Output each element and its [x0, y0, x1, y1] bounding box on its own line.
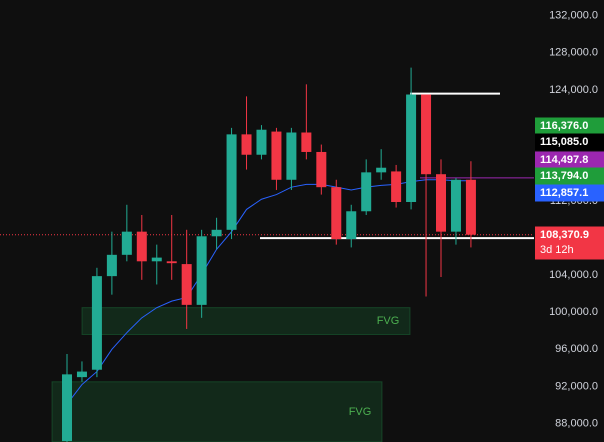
- price-label-bg: [535, 133, 604, 151]
- candle-body: [196, 236, 207, 305]
- candle-body: [226, 134, 237, 230]
- candle-body: [376, 167, 387, 173]
- y-tick-label: 88,000.0: [555, 417, 598, 429]
- candle-body: [316, 151, 327, 188]
- candle-body: [301, 132, 312, 152]
- fvg-zone: [81, 307, 411, 336]
- candle-body: [361, 172, 372, 212]
- y-tick-label: 92,000.0: [555, 380, 598, 392]
- countdown: 3d 12h: [540, 244, 574, 256]
- moving-average: [66, 179, 471, 405]
- candle-body: [91, 276, 102, 370]
- y-tick-label: 132,000.0: [549, 10, 598, 22]
- price-label: 108,370.9: [540, 229, 589, 241]
- candle-body: [106, 254, 117, 277]
- candle-body: [166, 261, 177, 264]
- candle-body: [346, 211, 357, 240]
- y-tick-label: 100,000.0: [549, 306, 598, 318]
- candle-body: [241, 134, 252, 155]
- y-tick-label: 104,000.0: [549, 269, 598, 281]
- price-label-bg: [535, 167, 604, 185]
- candle-body: [436, 174, 446, 232]
- candle-body: [286, 132, 297, 180]
- candle-body: [62, 374, 72, 442]
- candle-body: [271, 131, 282, 180]
- fvg-zone: [51, 381, 383, 442]
- y-tick-label: 124,000.0: [549, 84, 598, 96]
- price-label: 115,085.0: [540, 136, 588, 148]
- candle-body: [76, 371, 87, 378]
- candle-body: [181, 264, 192, 305]
- candle-body: [331, 187, 342, 240]
- price-label: 116,376.0: [540, 120, 588, 132]
- fvg-label: FVG: [377, 315, 400, 327]
- fvg-label: FVG: [349, 406, 372, 418]
- price-label: 114,497.8: [540, 154, 588, 166]
- candle-body: [391, 171, 402, 203]
- candle-body: [256, 129, 267, 155]
- price-label: 112,857.1: [540, 187, 588, 199]
- price-label: 113,794.0: [540, 170, 588, 182]
- candle-body: [465, 179, 476, 235]
- candle-body: [406, 94, 417, 203]
- price-label-bg: [535, 184, 604, 202]
- price-label-bg: [535, 117, 604, 135]
- candle-body: [450, 179, 461, 232]
- candle-body: [211, 229, 222, 237]
- y-tick-label: 128,000.0: [549, 47, 598, 59]
- candle-body: [136, 231, 147, 262]
- price-label-bg: [535, 151, 604, 169]
- y-tick-label: 96,000.0: [555, 343, 598, 355]
- candle-body: [421, 94, 432, 175]
- candle-body: [151, 257, 162, 262]
- candle-body: [121, 231, 132, 255]
- price-label-bg: [535, 226, 604, 260]
